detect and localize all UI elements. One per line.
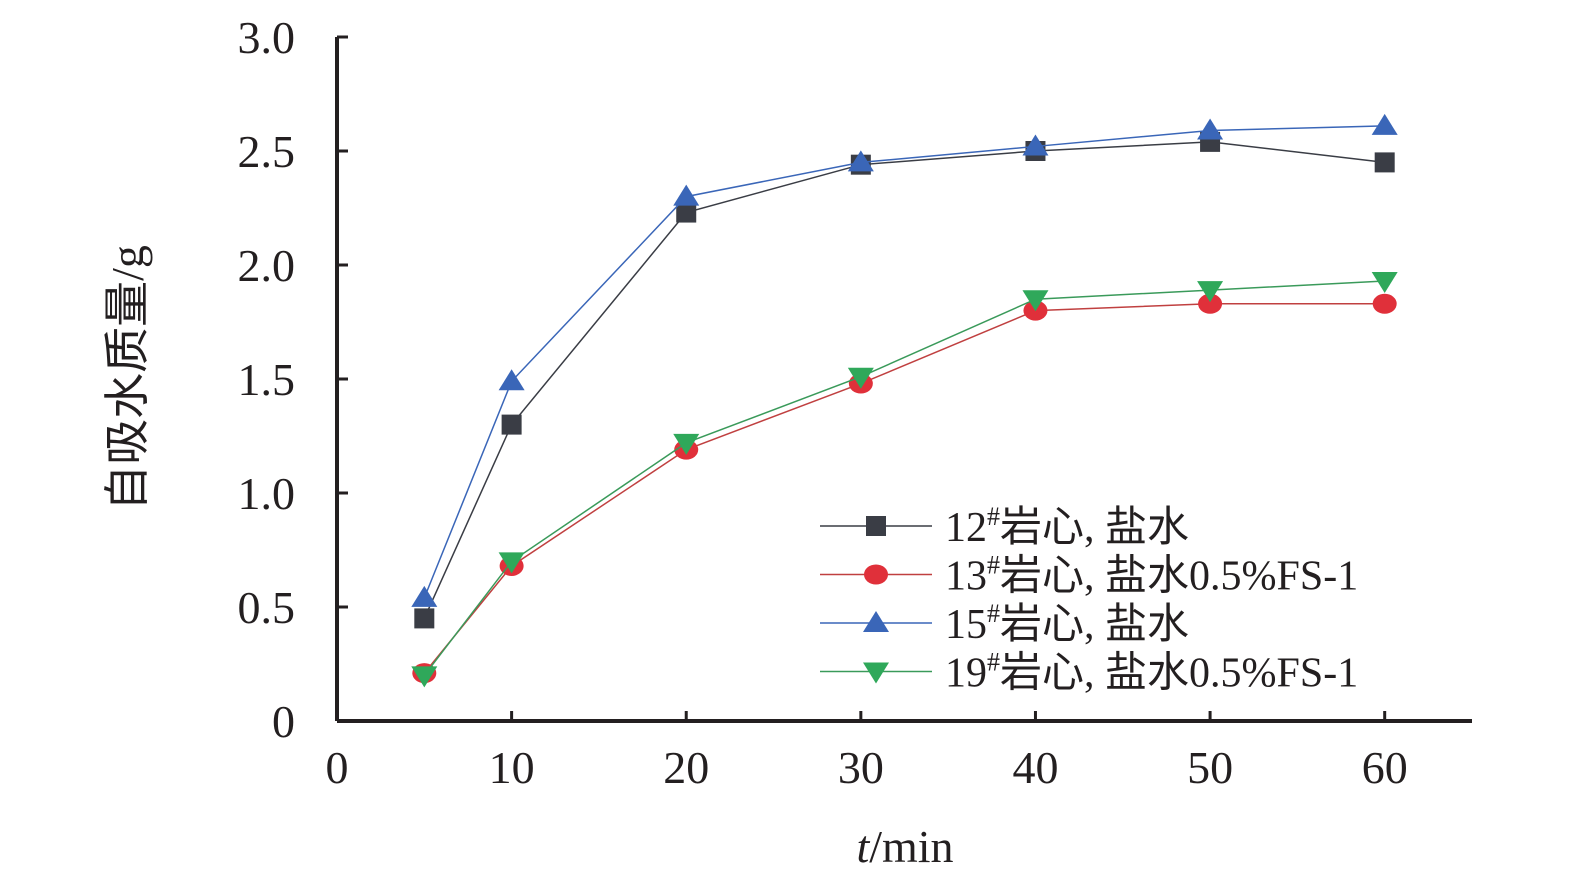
legend-label-superscript: # xyxy=(987,551,1000,580)
y-tick-label: 0 xyxy=(272,696,295,747)
legend-label-text: 岩心, 盐水0.5%FS-1 xyxy=(1000,554,1358,600)
y-tick-label: 2.0 xyxy=(238,240,296,291)
legend-label-superscript: # xyxy=(987,502,1000,531)
data-point xyxy=(414,608,435,629)
legend-label: 19#岩心, 盐水0.5%FS-1 xyxy=(945,648,1358,697)
legend-label-number: 12 xyxy=(945,505,987,551)
x-tick-label: 60 xyxy=(1362,742,1408,793)
x-axis-title-unit: /min xyxy=(869,821,953,872)
legend-item-13: 13#岩心, 盐水0.5%FS-1 xyxy=(820,551,1358,600)
data-point xyxy=(411,666,438,688)
data-point xyxy=(673,433,700,455)
legend-marker xyxy=(863,662,889,684)
y-axis-title: 自吸水质量/g xyxy=(102,245,153,511)
data-point xyxy=(1198,293,1223,314)
legend-label-text: 岩心, 盐水 xyxy=(1000,602,1189,648)
legend-item-12: 12#岩心, 盐水 xyxy=(820,502,1189,551)
data-point xyxy=(1022,290,1049,312)
y-tick-label: 3.0 xyxy=(238,12,296,63)
x-tick-label: 10 xyxy=(489,742,535,793)
data-point xyxy=(1371,271,1398,293)
legend-marker xyxy=(864,564,888,585)
x-tick-label: 40 xyxy=(1012,742,1058,793)
legend-marker xyxy=(866,516,886,536)
x-tick-label: 20 xyxy=(663,742,709,793)
y-tick-label: 0.5 xyxy=(238,582,296,633)
series-line xyxy=(423,125,1385,599)
x-tick-label: 0 xyxy=(326,742,349,793)
series-19 xyxy=(411,271,1398,688)
data-point xyxy=(673,184,700,206)
legend-label-number: 19 xyxy=(945,651,987,697)
legend-item-15: 15#岩心, 盐水 xyxy=(820,599,1189,648)
series-13 xyxy=(412,293,1397,684)
legend-label-superscript: # xyxy=(987,599,1000,628)
legend-label: 13#岩心, 盐水0.5%FS-1 xyxy=(945,551,1358,600)
legend-label: 15#岩心, 盐水 xyxy=(945,599,1189,648)
legend-label-number: 13 xyxy=(945,554,987,600)
x-axis-title-variable: t xyxy=(856,821,870,872)
data-point xyxy=(411,585,438,607)
data-point xyxy=(1374,152,1395,173)
legend-marker xyxy=(863,611,889,632)
legend-label-number: 15 xyxy=(945,602,987,648)
data-point xyxy=(498,552,525,574)
series-line xyxy=(423,280,1385,676)
series-15 xyxy=(411,113,1398,607)
data-point xyxy=(498,369,525,391)
series-line xyxy=(423,141,1385,619)
data-point xyxy=(1372,293,1397,314)
axes: 0 10 20 30 40 50 60 0 0.5 1.0 1.5 2.0 2.5 3.0 xyxy=(238,12,1472,793)
data-point xyxy=(1022,134,1049,156)
legend-label-superscript: # xyxy=(987,648,1000,677)
data-point xyxy=(676,202,697,223)
y-tick-label: 1.0 xyxy=(238,468,296,519)
data-point xyxy=(847,367,874,389)
series-layer xyxy=(411,113,1398,688)
legend-label: 12#岩心, 盐水 xyxy=(945,502,1189,551)
x-tick-label: 50 xyxy=(1187,742,1233,793)
x-tick-label: 30 xyxy=(838,742,884,793)
data-point xyxy=(501,414,522,435)
data-point xyxy=(1197,281,1224,303)
y-tick-label: 1.5 xyxy=(238,354,296,405)
series-line xyxy=(423,303,1385,674)
x-axis-title: t/min xyxy=(856,821,953,872)
data-point xyxy=(1197,118,1224,140)
legend-item-19: 19#岩心, 盐水0.5%FS-1 xyxy=(820,648,1358,697)
legend-label-text: 岩心, 盐水0.5%FS-1 xyxy=(1000,651,1358,697)
y-tick-label: 2.5 xyxy=(238,126,296,177)
data-point xyxy=(1371,113,1398,135)
legend-label-text: 岩心, 盐水 xyxy=(1000,505,1189,551)
data-point xyxy=(847,150,874,172)
